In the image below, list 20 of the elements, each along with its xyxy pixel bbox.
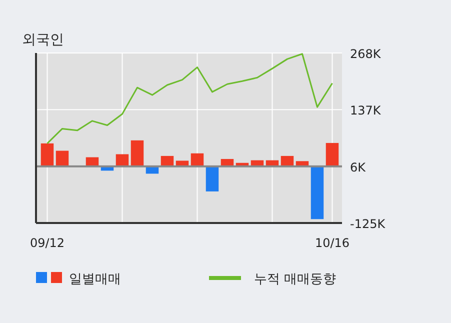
legend-label: 일별매매 xyxy=(69,272,121,287)
bar xyxy=(56,150,69,166)
bar xyxy=(190,153,204,166)
legend-label: 누적 매매동향 xyxy=(254,272,336,287)
y-tick-label: -125K xyxy=(350,217,386,231)
bar xyxy=(280,156,294,166)
x-tick-label: 09/12 xyxy=(30,236,65,250)
y-tick-label: 268K xyxy=(350,47,382,61)
bar xyxy=(40,143,54,166)
bar xyxy=(160,156,174,166)
bar xyxy=(310,166,324,220)
x-tick-label: 10/16 xyxy=(314,236,350,250)
line-series xyxy=(46,53,333,144)
bar xyxy=(116,154,129,166)
bar xyxy=(130,140,144,166)
y-tick-label: 137K xyxy=(350,104,382,118)
chart-title: 외국인 xyxy=(22,32,64,48)
bar xyxy=(206,166,219,192)
y-tick-label: 6K xyxy=(350,160,367,174)
bar xyxy=(326,142,339,166)
